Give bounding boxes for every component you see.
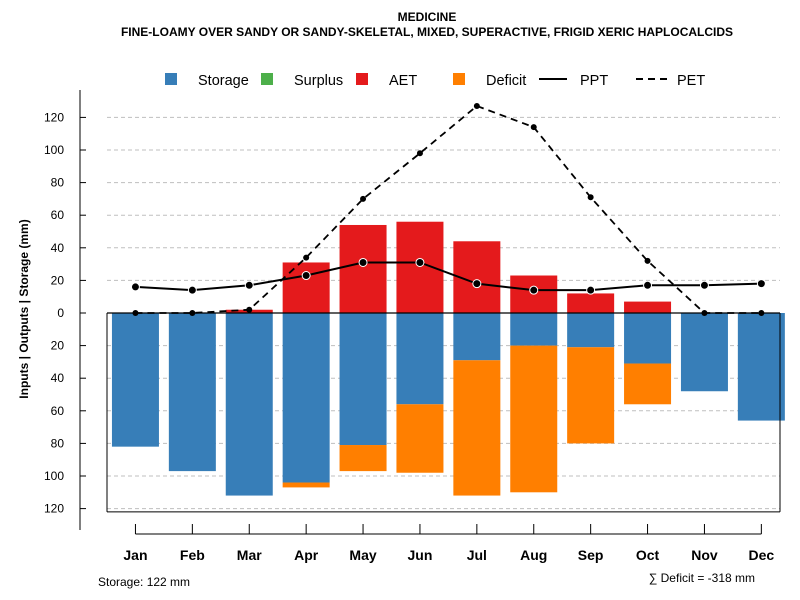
y-tick-label: 80 [51, 176, 65, 190]
y-tick-label: 20 [51, 339, 65, 353]
storage-bar [168, 313, 216, 472]
storage-bar [567, 313, 615, 348]
storage-bar [680, 313, 728, 392]
pet-line [135, 104, 762, 314]
x-tick-label: Nov [691, 547, 718, 563]
pet-point [758, 310, 765, 316]
y-tick-label: 100 [44, 143, 64, 157]
legend-aet-label: AET [389, 73, 417, 89]
storage-bar [453, 313, 501, 361]
chart-title: MEDICINE [398, 10, 457, 24]
y-tick-label: 120 [44, 110, 64, 124]
deficit-bar [453, 360, 501, 496]
ppt-point [415, 257, 425, 267]
y-tick-label: 0 [57, 306, 64, 320]
deficit-bar [339, 445, 387, 472]
aet-bar [396, 221, 444, 313]
legend-pet-label: PET [677, 73, 705, 89]
ppt-point [756, 279, 766, 289]
storage-bar [282, 313, 330, 483]
legend: Storage Surplus AET Deficit PPT PET [165, 73, 705, 89]
pet-point [644, 257, 651, 264]
deficit-bar [567, 347, 615, 444]
gridlines [107, 116, 780, 510]
deficit-bar [282, 482, 330, 488]
ppt-point [472, 279, 482, 289]
storage-bar [510, 313, 558, 346]
y-tick-label: 20 [51, 273, 65, 287]
legend-surplus-swatch [261, 73, 273, 85]
bars [111, 221, 785, 496]
pet-point [360, 195, 367, 202]
storage-note: Storage: 122 mm [98, 575, 190, 589]
pet-point [246, 306, 253, 313]
ppt-line [135, 261, 762, 292]
pet-point [189, 310, 196, 316]
ppt-point [244, 280, 254, 290]
x-tick-label: Apr [294, 547, 319, 563]
x-tick-label: Mar [237, 547, 262, 563]
x-tick-label: Aug [520, 547, 547, 563]
ppt-point [529, 285, 539, 295]
axes: 20 40 60 80 100 120 0 20 40 60 80 100 120 Jan Feb Mar Ap… [44, 90, 781, 563]
y-axis-label: Inputs | Outputs | Storage (mm) [17, 219, 31, 398]
storage-bar [396, 313, 444, 405]
x-tick-label: Jun [408, 547, 433, 563]
legend-deficit-label: Deficit [486, 73, 526, 89]
deficit-bar [624, 363, 672, 405]
x-tick-label: Jan [123, 547, 147, 563]
y-tick-label: 100 [44, 469, 64, 483]
ppt-point [643, 280, 653, 290]
y-tick-label: 60 [51, 404, 65, 418]
aet-bar [624, 301, 672, 313]
storage-bar [339, 313, 387, 446]
aet-bar [282, 262, 330, 313]
pet-point [132, 310, 139, 316]
x-tick-label: Oct [636, 547, 660, 563]
ppt-point [586, 285, 596, 295]
pet-point [530, 124, 537, 131]
aet-bar [567, 293, 615, 313]
pet-point [587, 194, 594, 201]
legend-storage-label: Storage [198, 73, 249, 89]
pet-point [303, 254, 310, 261]
y-tick-label: 120 [44, 502, 64, 516]
storage-bar [737, 313, 785, 421]
aet-bar [339, 224, 387, 313]
storage-bar [225, 313, 273, 496]
legend-aet-swatch [356, 73, 368, 85]
x-tick-label: Feb [180, 547, 205, 563]
deficit-note: ∑ Deficit = -318 mm [649, 571, 755, 585]
deficit-bar [396, 404, 444, 473]
pet-point [473, 102, 480, 109]
legend-deficit-swatch [453, 73, 465, 85]
ppt-point [187, 285, 197, 295]
x-tick-label: Dec [749, 547, 775, 563]
pet-point [701, 310, 708, 316]
legend-surplus-label: Surplus [294, 73, 343, 89]
x-tick-label: Jul [467, 547, 487, 563]
ppt-point [130, 282, 140, 292]
legend-ppt-label: PPT [580, 73, 608, 89]
storage-bar [624, 313, 672, 364]
y-tick-label: 40 [51, 371, 65, 385]
y-tick-label: 60 [51, 208, 65, 222]
x-tick-label: May [349, 547, 376, 563]
chart-subtitle: FINE-LOAMY OVER SANDY OR SANDY-SKELETAL,… [121, 25, 733, 39]
series-lines [130, 102, 766, 316]
pet-point [416, 150, 423, 157]
ppt-point [358, 257, 368, 267]
ppt-point [699, 280, 709, 290]
y-tick-label: 40 [51, 241, 65, 255]
y-tick-label: 80 [51, 436, 65, 450]
storage-bar [111, 313, 159, 447]
x-tick-label: Sep [578, 547, 604, 563]
legend-storage-swatch [165, 73, 177, 85]
deficit-bar [510, 345, 558, 493]
ppt-point [301, 271, 311, 281]
